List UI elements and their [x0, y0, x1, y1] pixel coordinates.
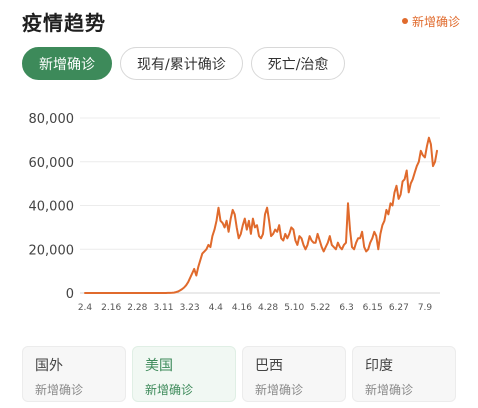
x-tick-label: 6.3: [339, 303, 353, 313]
region-card-metric: 新增确诊: [255, 383, 304, 397]
x-tick-label: 2.28: [127, 303, 147, 313]
x-tick-label: 4.4: [209, 303, 224, 313]
tab-deaths-recovered[interactable]: 死亡/治愈: [250, 47, 346, 80]
x-tick-label: 3.23: [180, 303, 200, 313]
region-card-name: 国外: [35, 358, 63, 374]
legend-new-cases: 新增确诊: [401, 13, 460, 30]
region-card-india[interactable]: 印度 新增确诊: [352, 346, 456, 402]
x-tick-label: 5.10: [284, 303, 304, 313]
y-tick-label: 60,000: [29, 156, 75, 171]
x-tick-label: 7.9: [418, 303, 433, 313]
region-card-name: 巴西: [255, 358, 283, 374]
region-card-foreign[interactable]: 国外 新增确诊: [22, 346, 126, 402]
y-tick-label: 40,000: [29, 200, 75, 215]
x-tick-label: 2.4: [78, 303, 93, 313]
x-tick-label: 2.16: [101, 303, 121, 313]
x-tick-label: 5.22: [310, 303, 330, 313]
trend-chart-svg: 0 20,000 40,000 60,000 80,000 2.4 2.16 2.28 3.11…: [29, 112, 440, 313]
region-card-name: 美国: [145, 358, 173, 374]
y-tick-label: 20,000: [29, 243, 75, 258]
x-tick-label: 6.27: [389, 303, 409, 313]
region-card-name: 印度: [365, 358, 393, 374]
legend-label: 新增确诊: [411, 14, 460, 29]
region-card-metric: 新增确诊: [35, 383, 84, 397]
tab-current-cumulative[interactable]: 现有/累计确诊: [120, 47, 243, 80]
page-title: 疫情趋势: [22, 10, 106, 35]
page-header: 疫情趋势 新增确诊: [22, 6, 460, 36]
region-cards: 国外 新增确诊 美国 新增确诊 巴西 新增确诊 印度 新增确诊: [22, 346, 456, 402]
metric-tabs: 新增确诊 现有/累计确诊 死亡/治愈: [22, 47, 346, 80]
y-tick-label: 80,000: [29, 112, 75, 127]
x-tick-label: 4.16: [232, 303, 252, 313]
trend-chart: 0 20,000 40,000 60,000 80,000 2.4 2.16 2.28 3.11…: [0, 100, 478, 325]
region-card-metric: 新增确诊: [145, 383, 194, 397]
region-card-metric: 新增确诊: [365, 383, 414, 397]
region-card-brazil[interactable]: 巴西 新增确诊: [242, 346, 346, 402]
x-tick-label: 3.11: [153, 303, 173, 313]
series-line: [84, 136, 438, 294]
region-card-usa[interactable]: 美国 新增确诊: [132, 346, 236, 402]
x-tick-label: 4.28: [258, 303, 278, 313]
legend-dot-icon: [401, 18, 408, 24]
x-tick-label: 6.15: [363, 303, 383, 313]
y-tick-label: 0: [66, 287, 74, 302]
tab-new-confirmed[interactable]: 新增确诊: [22, 47, 112, 80]
